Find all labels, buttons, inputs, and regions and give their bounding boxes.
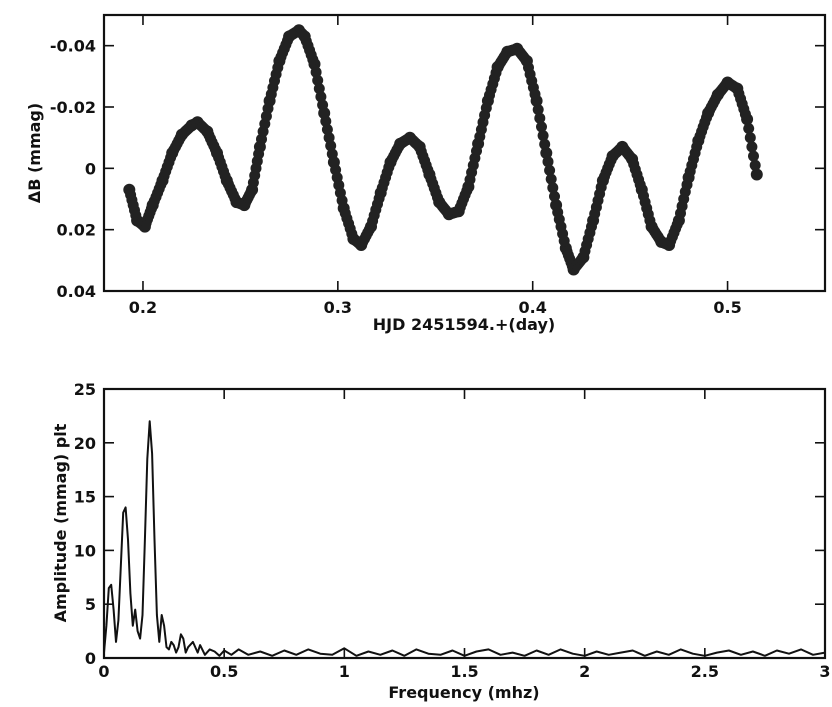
light-curve-point — [739, 108, 751, 120]
light-curve-x-tick-label: 0.2 — [129, 298, 157, 317]
light-curve-y-tick-label: -0.02 — [50, 98, 96, 117]
light-curve-point — [691, 141, 703, 153]
periodogram-ticks: 0 0.5 1 1.5 2 2.5 3 0 5 10 15 20 25 — [74, 380, 831, 681]
light-curve-panel: 0.2 0.3 0.4 0.5 -0.04 -0.02 0 0.02 0.04 HJD 2451… — [25, 13, 827, 334]
light-curve-frame — [102, 13, 827, 293]
light-curve-point — [461, 185, 473, 197]
periodogram-y-tick-label: 0 — [85, 649, 96, 668]
periodogram-line — [103, 420, 826, 657]
light-curve-point — [262, 103, 274, 114]
light-curve-point — [547, 182, 559, 194]
light-curve-point — [746, 141, 758, 153]
light-curve-y-tick-label: 0 — [85, 159, 96, 178]
light-curve-point — [749, 159, 761, 171]
light-curve-point — [681, 179, 693, 191]
light-curve-point — [540, 147, 553, 159]
periodogram-x-tick-label: 0.5 — [210, 662, 238, 681]
periodogram-x-tick-label: 3 — [819, 662, 830, 681]
periodogram-x-tick-label: 1.5 — [450, 662, 478, 681]
light-curve-point — [539, 138, 551, 150]
light-curve-point — [363, 224, 375, 236]
light-curve-point — [313, 83, 325, 95]
light-curve-point — [312, 74, 324, 86]
light-curve-point — [545, 173, 557, 185]
periodogram-y-tick-label: 5 — [85, 595, 96, 614]
light-curve-point — [744, 132, 756, 144]
light-curve-points — [123, 24, 763, 276]
light-curve-point — [155, 179, 167, 191]
light-curve-point — [325, 140, 337, 152]
light-curve-point — [471, 145, 482, 157]
light-curve-point — [671, 219, 683, 231]
light-curve-y-tick-label: -0.04 — [50, 37, 96, 56]
periodogram-y-tick-label: 10 — [74, 541, 96, 560]
light-curve-point — [586, 221, 597, 233]
periodogram-series — [103, 420, 826, 657]
light-curve-point — [321, 124, 333, 135]
light-curve-point — [537, 130, 549, 142]
light-curve-point — [317, 99, 329, 111]
periodogram-y-tick-label: 15 — [74, 488, 96, 507]
light-curve-point — [320, 115, 332, 127]
periodogram-x-tick-label: 2.5 — [691, 662, 719, 681]
light-curve-point — [307, 54, 319, 65]
light-curve-y-axis-label: ΔB (mmag) — [25, 103, 44, 203]
light-curve-point — [245, 186, 257, 198]
light-curve-point — [748, 150, 759, 162]
light-curve-point — [336, 195, 348, 206]
light-curve-point — [743, 123, 755, 134]
light-curve-x-tick-label: 0.5 — [713, 298, 741, 317]
periodogram-x-tick-label: 2 — [579, 662, 590, 681]
light-curve-point — [422, 164, 434, 176]
light-curve-point — [310, 66, 322, 78]
light-curve-point — [373, 193, 385, 204]
periodogram-x-axis-label: Frequency (mhz) — [388, 683, 539, 702]
light-curve-y-tick-label: 0.02 — [57, 221, 96, 240]
light-curve-point — [595, 181, 607, 193]
light-curve-x-tick-label: 0.3 — [324, 298, 352, 317]
light-curve-point — [558, 235, 570, 247]
light-curve-point — [529, 88, 541, 100]
light-curve-point — [750, 168, 763, 181]
light-curve-x-tick-label: 0.4 — [519, 298, 547, 317]
light-curve-point — [536, 121, 547, 133]
light-curve-x-axis-label: HJD 2451594.+(day) — [373, 315, 555, 334]
light-curve-point — [532, 104, 544, 116]
periodogram-y-tick-label: 20 — [74, 434, 96, 453]
light-curve-point — [634, 179, 646, 191]
periodogram-x-tick-label: 1 — [339, 662, 350, 681]
light-curve-ticks: 0.2 0.3 0.4 0.5 -0.04 -0.02 0 0.02 0.04 — [50, 15, 825, 317]
periodogram-y-axis-label: Amplitude (mmag) plt — [51, 423, 70, 622]
light-curve-point — [542, 156, 554, 168]
light-curve-point — [326, 148, 338, 160]
periodogram-y-tick-label: 25 — [74, 380, 96, 399]
light-curve-point — [315, 91, 327, 103]
light-curve-point — [644, 215, 656, 226]
light-curve-point — [544, 164, 556, 176]
light-curve-point — [272, 62, 284, 74]
periodogram-frame — [102, 387, 827, 660]
periodogram-x-tick-label: 0 — [98, 662, 109, 681]
light-curve-point — [253, 148, 265, 160]
light-curve-point — [519, 53, 531, 65]
light-curve-point — [480, 102, 492, 114]
light-curve-y-tick-label: 0.04 — [57, 282, 96, 301]
light-curve-point — [549, 190, 560, 202]
light-curve-point — [534, 112, 546, 124]
